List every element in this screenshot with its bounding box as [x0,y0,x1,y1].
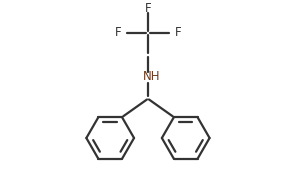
Text: NH: NH [143,70,161,83]
Text: F: F [174,26,181,39]
Text: F: F [145,2,151,15]
Text: F: F [115,26,122,39]
